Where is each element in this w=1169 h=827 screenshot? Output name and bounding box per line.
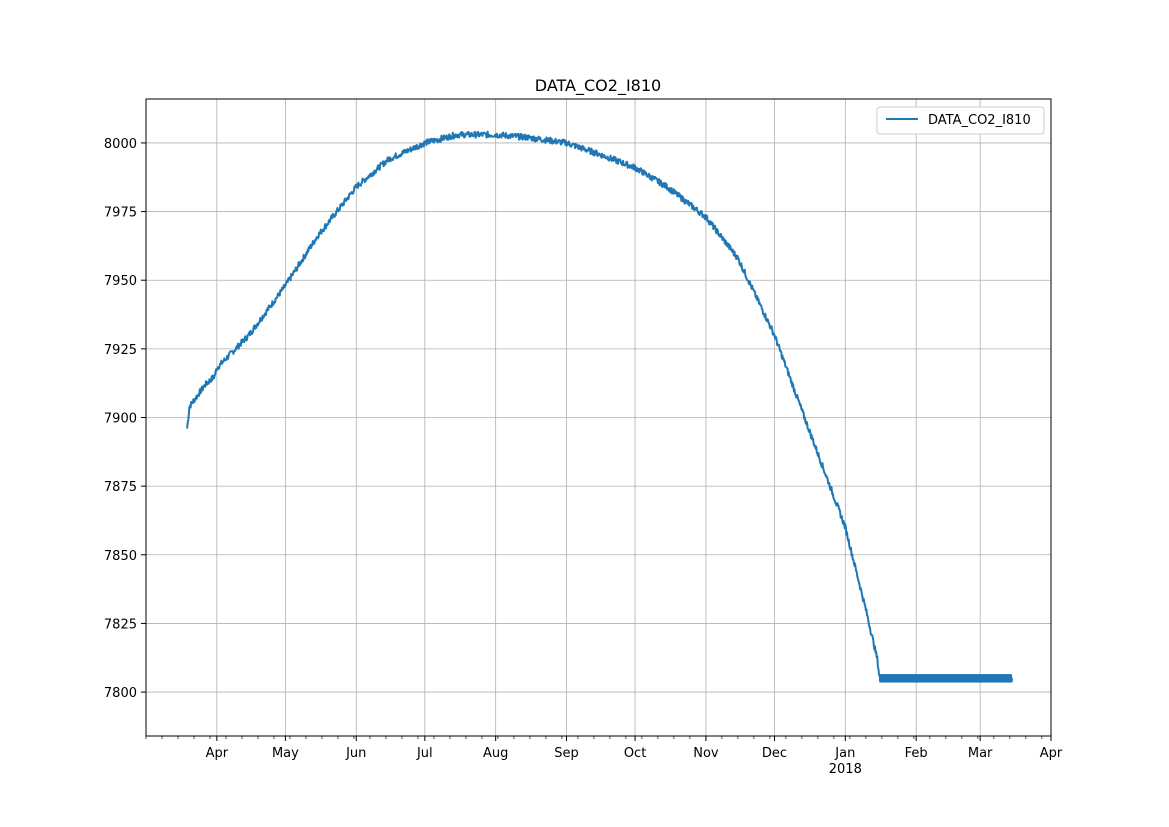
y-tick-label: 7975 xyxy=(104,206,137,221)
x-tick-label: Apr xyxy=(206,746,229,761)
grid-lines xyxy=(146,99,1052,736)
series-layer xyxy=(186,130,1014,683)
y-tick-label: 7825 xyxy=(104,617,137,632)
x-tick-label: Sep xyxy=(554,746,579,761)
y-tick-label: 7800 xyxy=(104,686,137,701)
x-tick-label: Jun xyxy=(345,746,366,761)
y-axis: 7800 7825 7850 7875 7900 7925 7950 7975 8000 xyxy=(104,137,146,701)
legend-box xyxy=(876,106,1045,135)
series-line xyxy=(186,130,1014,683)
y-tick-label: 8000 xyxy=(104,137,137,152)
x-tick-label: Aug xyxy=(483,746,508,761)
x-tick-label: May xyxy=(272,746,299,761)
x-tick-label: Feb xyxy=(905,746,928,761)
y-tick-label: 7950 xyxy=(104,274,137,289)
x-tick-sublabel: 2018 xyxy=(829,762,862,777)
x-tick-label: Mar xyxy=(968,746,993,761)
x-tick-label: Oct xyxy=(624,746,646,761)
y-tick-label: 7850 xyxy=(104,549,137,564)
y-tick-label: 7875 xyxy=(104,480,137,495)
legend-label: DATA_CO2_I810 xyxy=(928,113,1031,128)
x-tick-label: Apr xyxy=(1040,746,1063,761)
x-tick-label: Dec xyxy=(762,746,787,761)
y-tick-label: 7925 xyxy=(104,343,137,358)
x-tick-label: Nov xyxy=(693,746,719,761)
x-tick-label: Jan xyxy=(834,746,855,761)
legend: DATA_CO2_I810 xyxy=(876,106,1045,135)
chart-title: DATA_CO2_I810 xyxy=(535,76,661,96)
y-tick-label: 7900 xyxy=(104,412,137,427)
x-tick-label: Jul xyxy=(416,746,433,761)
